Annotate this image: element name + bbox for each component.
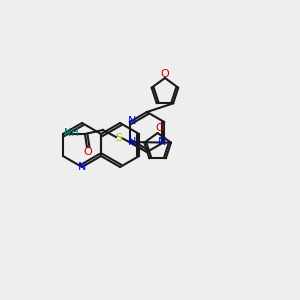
Text: N: N bbox=[128, 137, 136, 147]
Text: N: N bbox=[158, 137, 166, 147]
Text: N: N bbox=[78, 162, 86, 172]
Text: S: S bbox=[116, 133, 122, 143]
Text: O: O bbox=[160, 69, 169, 79]
Text: NH: NH bbox=[64, 128, 79, 138]
Text: N: N bbox=[128, 116, 136, 126]
Text: O: O bbox=[155, 123, 164, 133]
Text: O: O bbox=[84, 147, 92, 157]
